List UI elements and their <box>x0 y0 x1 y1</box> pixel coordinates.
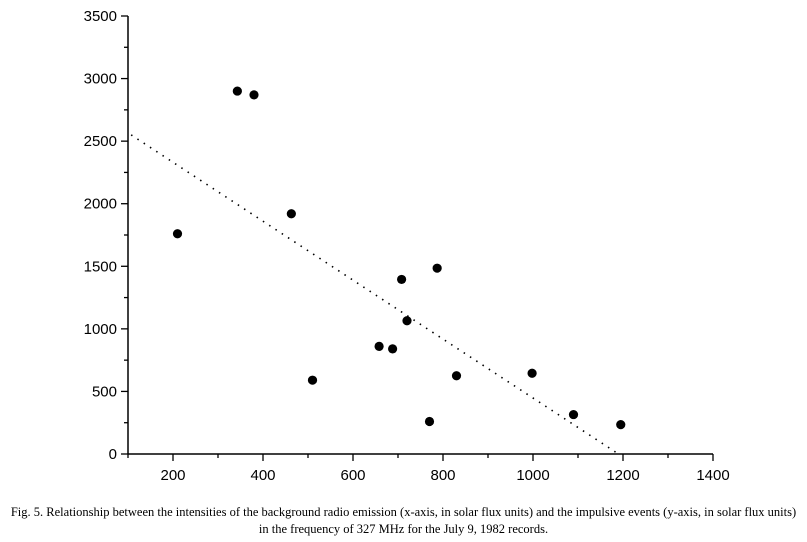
data-point <box>374 341 384 351</box>
x-tick-label: 400 <box>250 467 275 484</box>
y-tick-label: 1000 <box>84 321 117 338</box>
data-point <box>286 209 296 219</box>
x-tick-label: 600 <box>340 467 365 484</box>
y-tick-label: 2000 <box>84 196 117 213</box>
scatter-chart: 0 500 1000 1500 2000 2500 3000 3500 200 400 600 800… <box>84 8 730 484</box>
trendline-layer <box>130 134 619 455</box>
figure-caption: Fig. 5. Relationship between the intensi… <box>10 505 797 536</box>
data-point <box>568 409 579 420</box>
data-point <box>172 229 183 239</box>
y-tick-label: 1500 <box>84 258 117 275</box>
y-tick-label: 0 <box>109 446 117 463</box>
data-point <box>397 274 407 285</box>
x-tick-label: 1400 <box>696 467 729 484</box>
data-point <box>388 344 398 354</box>
data-point <box>527 368 537 378</box>
x-tick-label: 200 <box>160 467 185 484</box>
y-tick-label: 3000 <box>84 71 117 88</box>
data-point <box>232 86 242 96</box>
trendline <box>130 134 619 455</box>
data-point <box>424 416 435 427</box>
data-point <box>249 90 259 100</box>
data-point <box>432 263 442 273</box>
y-tick-label: 3500 <box>84 8 117 25</box>
x-tick-label: 1000 <box>516 467 549 484</box>
y-tick-label: 2500 <box>84 133 117 150</box>
data-point <box>616 419 626 430</box>
data-point <box>402 316 412 326</box>
points-layer <box>172 86 626 430</box>
x-tick-label: 800 <box>430 467 455 484</box>
data-point <box>307 375 318 385</box>
x-tick-label: 1200 <box>606 467 639 484</box>
y-tick-label: 500 <box>92 383 117 400</box>
data-point <box>451 371 462 381</box>
axes: 0 500 1000 1500 2000 2500 3000 3500 200 400 600 800… <box>84 8 730 484</box>
